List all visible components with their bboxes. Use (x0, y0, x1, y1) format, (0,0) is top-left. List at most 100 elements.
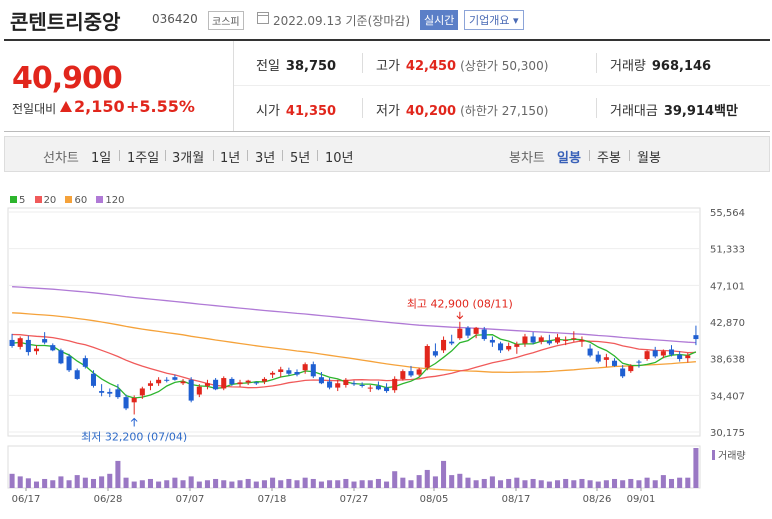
candle-monthly[interactable]: 월봉 (637, 151, 661, 166)
x-tick-label: 08/17 (502, 494, 531, 505)
candle-body (213, 379, 219, 390)
candle-body (677, 354, 683, 359)
candle-body (58, 350, 64, 364)
volume-bar (25, 478, 31, 488)
y-tick-label: 34,407 (710, 391, 745, 402)
volume-bar (66, 480, 72, 488)
candle-body (620, 368, 626, 377)
volume-bar (115, 460, 121, 488)
price-summary: 40,900 전일대비 2,150 +5.55% (4, 41, 234, 131)
candle-body (611, 360, 618, 366)
volume-bar (278, 480, 284, 488)
volume-bar (253, 481, 259, 488)
period-3y[interactable]: 3년 (255, 151, 276, 166)
candle-body (546, 340, 552, 344)
candle-body (522, 336, 528, 344)
volume-bar (424, 469, 430, 488)
volume-bar (546, 481, 552, 488)
period-5y[interactable]: 5년 (290, 151, 311, 166)
stat-divider (596, 53, 597, 73)
period-3m[interactable]: 3개월 (172, 151, 205, 166)
volume-bar (123, 477, 129, 488)
volume-bar (172, 477, 178, 488)
volume-bar (530, 478, 536, 488)
low-arrow-icon (130, 417, 138, 427)
volume-bar (245, 478, 251, 488)
volume-bar (82, 477, 88, 488)
volume-bar (204, 480, 210, 488)
candle-body (327, 381, 333, 388)
toolbar-separator (165, 150, 166, 161)
period-10y[interactable]: 10년 (325, 151, 354, 166)
candle-body (90, 373, 97, 386)
candle-body (432, 351, 438, 356)
x-tick-label: 07/18 (258, 494, 287, 505)
stat-high: 고가 42,450 (상한가 50,300) (376, 59, 549, 74)
volume-bar (628, 478, 634, 488)
volume-bar (327, 480, 333, 488)
candle-body (66, 356, 72, 371)
candle-body (99, 391, 105, 393)
toolbar-separator (119, 150, 120, 161)
candle-body (359, 384, 365, 386)
candle-daily[interactable]: 일봉 (557, 151, 581, 166)
stat-amount: 거래대금 39,914백만 (610, 104, 738, 119)
candle-body (278, 369, 284, 372)
candle-body (506, 345, 512, 350)
volume-bar (156, 481, 162, 488)
candle-body (253, 382, 259, 384)
candle-weekly[interactable]: 주봉 (597, 151, 621, 166)
volume-bar (449, 475, 455, 488)
candle-body (685, 355, 691, 359)
period-1w[interactable]: 1주일 (127, 151, 160, 166)
candle-body (25, 339, 31, 353)
candle-body (457, 328, 463, 339)
candle-body (318, 377, 324, 384)
volume-bar (367, 480, 373, 488)
volume-bar (343, 478, 349, 488)
y-tick-label: 47,101 (710, 281, 745, 292)
volume-bar (392, 471, 398, 488)
candle-body (172, 377, 178, 380)
volume-bar (603, 480, 609, 488)
volume-bar (481, 478, 487, 488)
y-tick-label: 30,175 (710, 428, 745, 439)
candle-body (147, 383, 153, 386)
volume-bar (17, 476, 23, 488)
period-1d[interactable]: 1일 (91, 151, 112, 166)
candle-body (9, 339, 15, 346)
candle-body (473, 327, 479, 334)
company-overview-button[interactable]: 기업개요 ▾ (464, 10, 524, 30)
volume-legend-swatch (712, 450, 715, 460)
toolbar-separator (282, 150, 283, 161)
stats-row-2: 시가 41,350 저가 40,200 (하한가 27,150) 거래대금 39,914… (234, 86, 770, 131)
volume-bar (465, 477, 471, 488)
ma5-line (12, 334, 697, 399)
volume-bar (180, 480, 186, 488)
candle-body (514, 344, 520, 347)
candle-body (400, 371, 406, 379)
diff-value: 2,150 (60, 97, 125, 116)
volume-bar (74, 475, 80, 488)
legend-ma20: 20 (34, 195, 56, 206)
volume-bar (375, 478, 381, 488)
volume-bar (473, 480, 479, 488)
toolbar-separator (589, 150, 590, 161)
volume-bar (270, 477, 276, 488)
candle-body (449, 341, 455, 344)
stock-code: 036420 (152, 12, 198, 26)
candle-body (302, 364, 308, 371)
period-1y[interactable]: 1년 (220, 151, 241, 166)
candle-body (538, 337, 544, 342)
volume-bar (90, 478, 97, 488)
volume-bar (359, 480, 365, 488)
realtime-button[interactable]: 실시간 (420, 10, 459, 30)
candle-body (628, 365, 634, 372)
volume-bar (595, 481, 601, 488)
stat-low: 저가 40,200 (하한가 27,150) (376, 104, 549, 119)
candle-body (571, 338, 577, 340)
volume-bar (660, 475, 666, 488)
stats-row-1: 전일 38,750 고가 42,450 (상한가 50,300) 거래량 968,146 (234, 41, 770, 86)
volume-bar (432, 476, 438, 488)
